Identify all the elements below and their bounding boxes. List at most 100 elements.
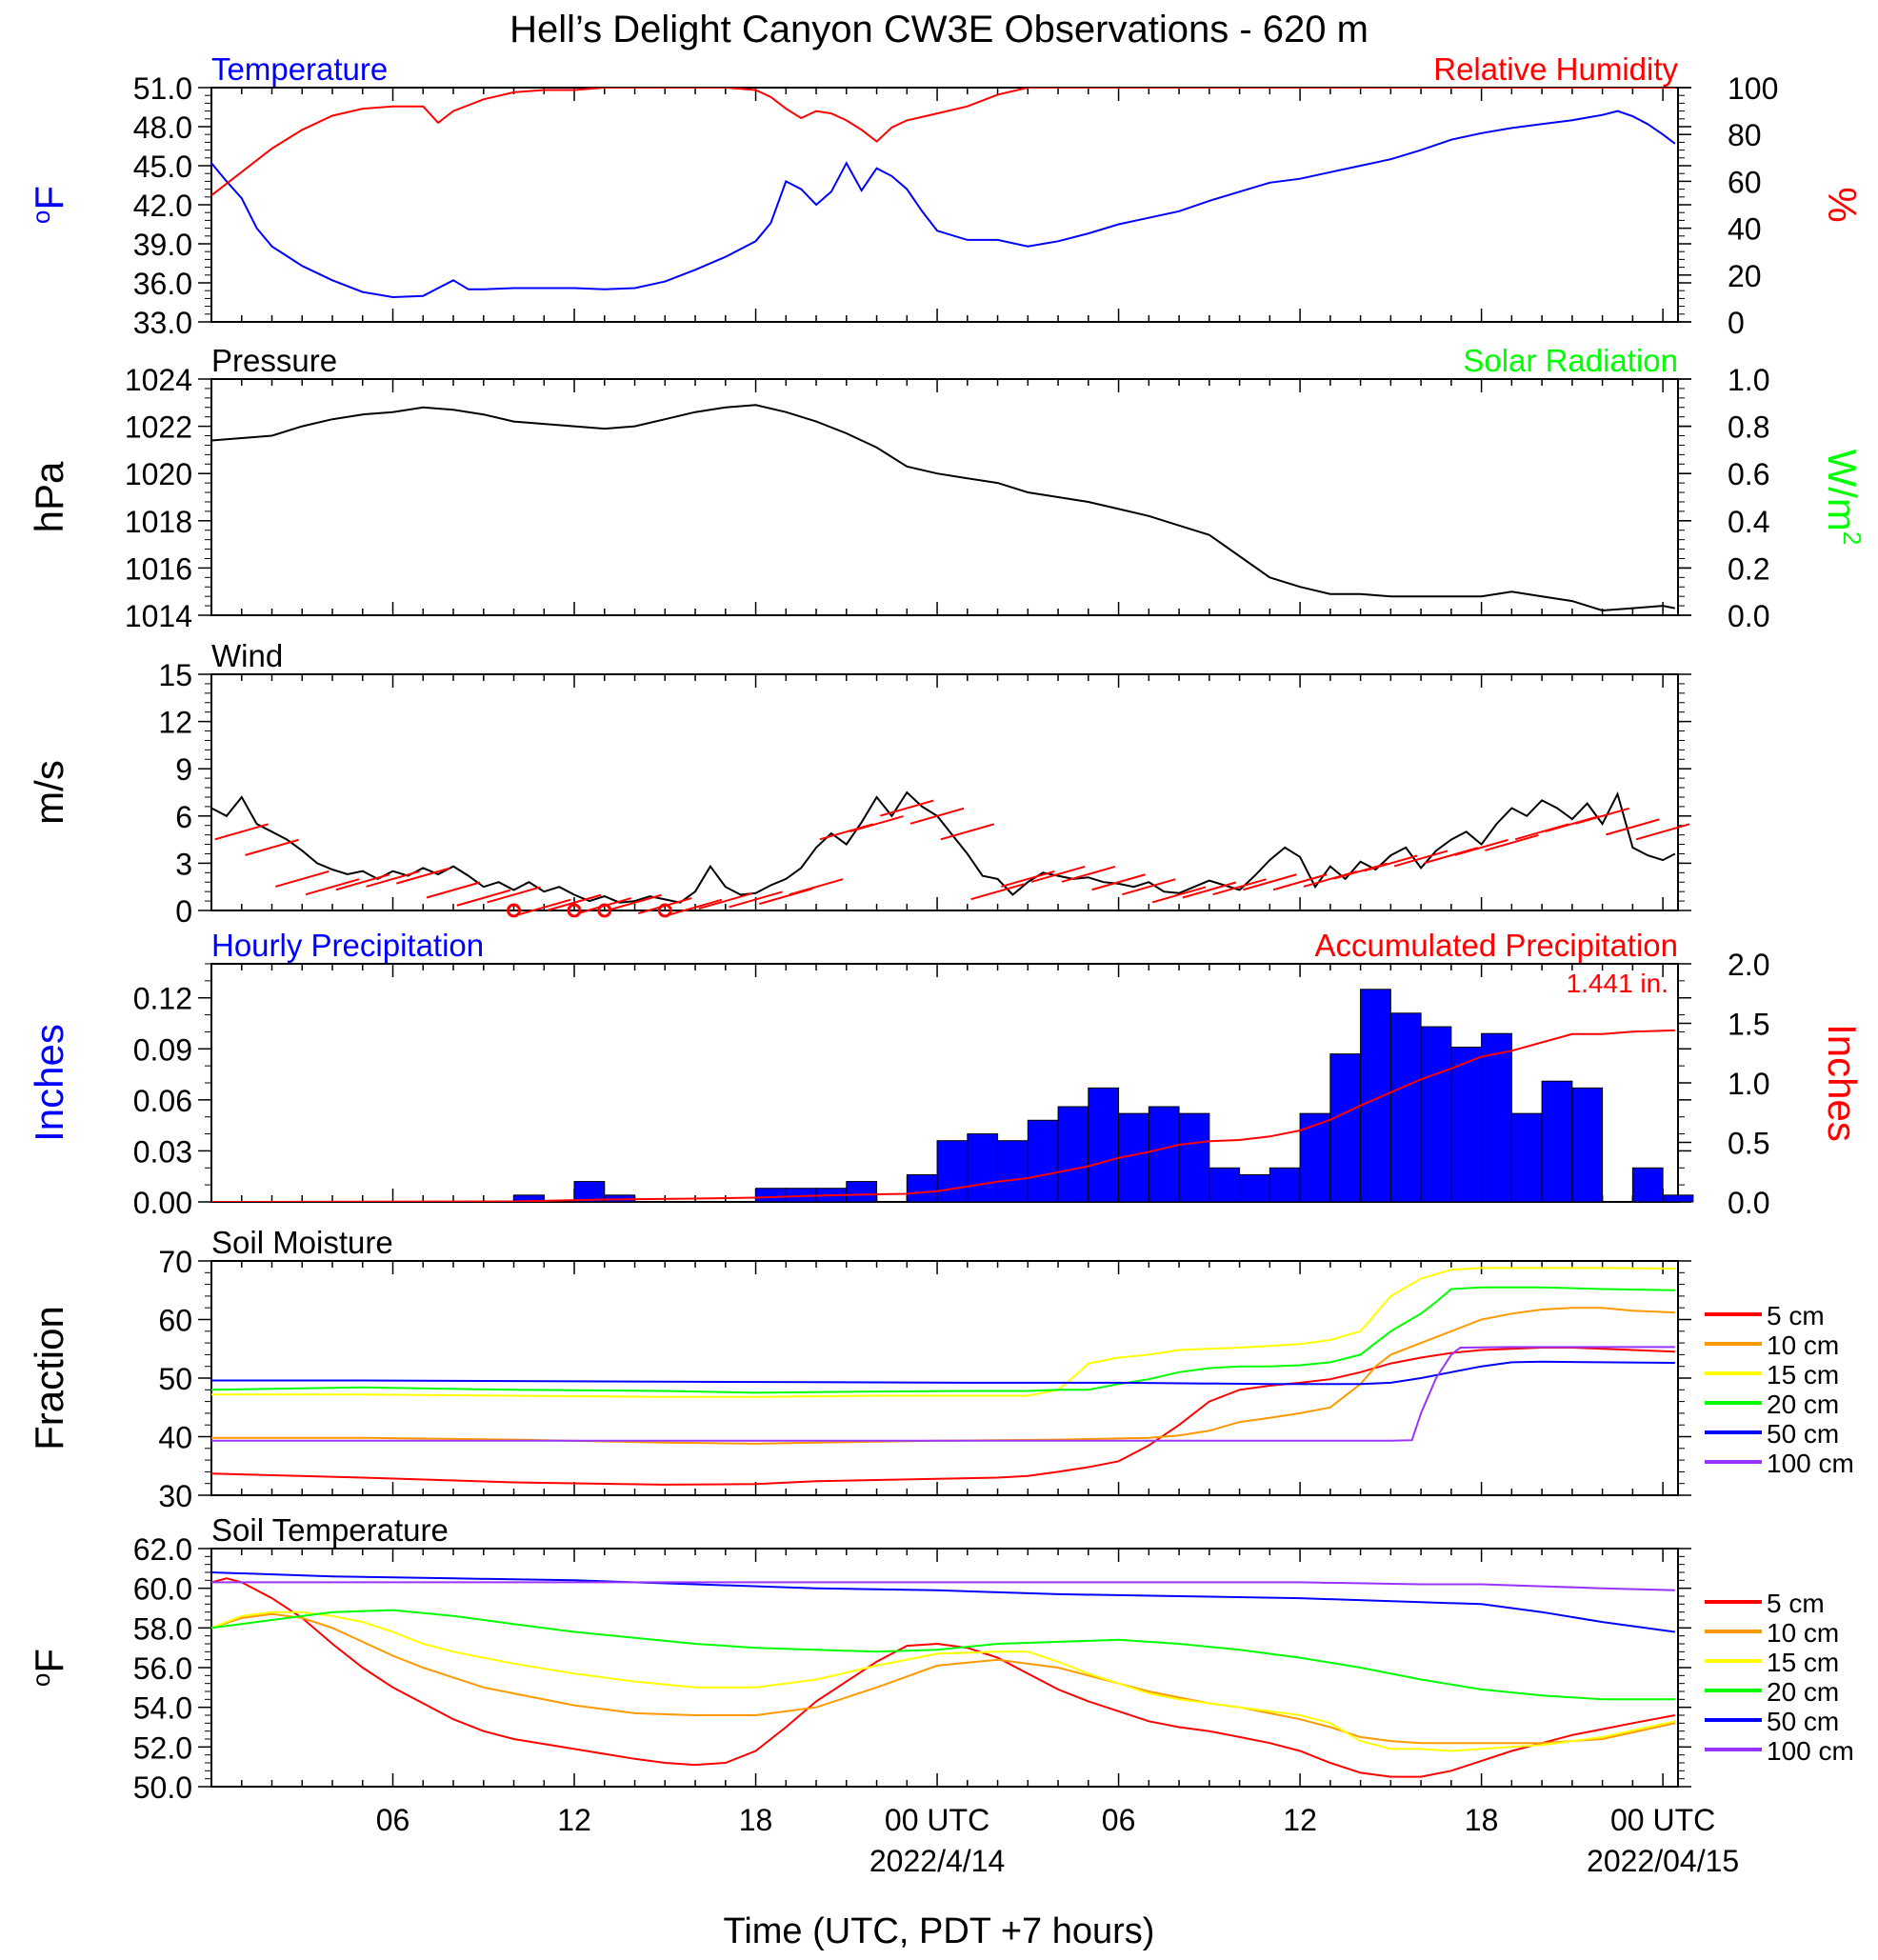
series-line-1 xyxy=(211,88,1675,196)
wind-barb xyxy=(335,873,390,891)
wind-barb xyxy=(1272,873,1328,891)
calm-circle xyxy=(597,903,612,918)
y-tick-label-right: 60 xyxy=(1728,165,1762,199)
legend-label: 100 cm xyxy=(1767,1449,1854,1478)
wind-barb xyxy=(1454,838,1508,856)
y-unit-left: m/s xyxy=(27,760,71,825)
wind-barb xyxy=(789,878,844,896)
x-axis-label: Time (UTC, PDT +7 hours) xyxy=(724,1911,1155,1951)
wind-barb xyxy=(426,881,481,899)
precip-bar xyxy=(1360,989,1391,1203)
y-tick-label-left: 30 xyxy=(158,1479,192,1513)
y-unit-right: Inches xyxy=(1820,1024,1865,1142)
y-unit-right: % xyxy=(1820,187,1865,222)
wind-barb xyxy=(1606,818,1660,836)
series-line-0 xyxy=(211,790,1676,904)
y-unit-left: oF xyxy=(27,1649,71,1687)
y-tick-label-left: 58.0 xyxy=(133,1611,192,1646)
plot-frame xyxy=(210,673,1679,911)
legend-label: 20 cm xyxy=(1767,1390,1839,1419)
wind-barb xyxy=(1091,873,1146,891)
y-tick-label-left: 1014 xyxy=(125,599,192,633)
precip-bar xyxy=(997,1140,1029,1203)
y-tick-label-right: 1.0 xyxy=(1728,363,1769,397)
wind-barb xyxy=(880,799,934,817)
precip-bar xyxy=(573,1181,606,1203)
precip-bar xyxy=(1481,1032,1512,1203)
wind-barb xyxy=(366,870,420,888)
plot-frame xyxy=(210,87,1679,323)
y-tick-label-left: 48.0 xyxy=(133,110,192,145)
precip-bar xyxy=(1389,1012,1422,1203)
wind-barb xyxy=(1030,866,1086,883)
series-line-100-cm xyxy=(211,1581,1675,1591)
wind-barb xyxy=(1243,873,1297,891)
y-tick-label-left: 1016 xyxy=(125,551,192,586)
wind-barb xyxy=(729,890,783,909)
y-unit-right: W/m2 xyxy=(1820,450,1867,546)
legend-label: 15 cm xyxy=(1767,1360,1839,1390)
y-tick-label-right: 0.0 xyxy=(1728,1186,1769,1220)
x-tick-label: 00 UTC xyxy=(885,1803,989,1837)
series-line-5-cm xyxy=(211,1347,1675,1486)
y-tick-label-right: 0.4 xyxy=(1728,505,1769,539)
legend-label: 15 cm xyxy=(1767,1648,1839,1677)
wind-barb xyxy=(1122,878,1176,896)
y-tick-label-right: 80 xyxy=(1728,118,1762,152)
series-line-15-cm xyxy=(211,1610,1676,1752)
legend-label: 10 cm xyxy=(1767,1618,1839,1648)
x-tick-label: 12 xyxy=(1283,1803,1317,1837)
wind-barb xyxy=(517,898,571,916)
panel-left-label: Wind xyxy=(211,638,283,673)
y-tick-label-right: 1.0 xyxy=(1728,1067,1769,1101)
y-tick-label-right: 0.5 xyxy=(1728,1127,1769,1161)
x-tick-label: 06 xyxy=(376,1803,410,1837)
precip-bar xyxy=(1571,1087,1604,1203)
panel-right-label: Accumulated Precipitation xyxy=(1314,928,1678,963)
y-tick-label-left: 0 xyxy=(175,894,192,929)
y-unit-left: Fraction xyxy=(27,1306,71,1450)
y-unit-left: oF xyxy=(27,186,71,224)
x-tick-label: 12 xyxy=(557,1803,591,1837)
series-line-15-cm xyxy=(211,1267,1675,1398)
panel-4: 0.00 0.03 0.06 0.09 0.12 0.0 0.5 1.0 1.5 2.0 Hourl… xyxy=(27,928,1865,1220)
legend-label: 50 cm xyxy=(1767,1707,1839,1736)
series-line-5-cm xyxy=(211,1577,1675,1778)
y-tick-label-left: 1020 xyxy=(125,457,192,491)
panel-right-label: Relative Humidity xyxy=(1433,51,1678,87)
panel-left-label: Hourly Precipitation xyxy=(211,928,484,963)
wind-barb xyxy=(487,886,541,904)
y-tick-label-left: 33.0 xyxy=(133,306,192,340)
y-tick-label-left: 56.0 xyxy=(133,1651,192,1686)
x-tick-label: 18 xyxy=(1465,1803,1499,1837)
precip-bar xyxy=(1269,1167,1301,1203)
wind-barb xyxy=(1364,854,1418,872)
precip-bar xyxy=(1329,1053,1362,1203)
precip-bar xyxy=(1631,1167,1664,1203)
y-tick-label-left: 70 xyxy=(158,1245,192,1279)
panel-left-label: Soil Moisture xyxy=(211,1225,393,1260)
precip-total-annotation: 1.441 in. xyxy=(1567,969,1668,998)
precip-bar xyxy=(1178,1112,1210,1203)
series-line-100-cm xyxy=(211,1346,1675,1442)
series-line-50-cm xyxy=(211,1360,1675,1386)
x-tick-label: 06 xyxy=(1102,1803,1136,1837)
y-tick-label-right: 0.8 xyxy=(1728,410,1769,445)
calm-circle xyxy=(507,903,522,918)
y-tick-label-left: 0.12 xyxy=(133,982,192,1016)
panel-left-label: Temperature xyxy=(211,51,388,87)
wind-barb xyxy=(1001,870,1055,888)
series-line-0 xyxy=(211,110,1676,299)
y-unit-left: Inches xyxy=(27,1024,71,1142)
y-tick-label-left: 1024 xyxy=(125,363,192,397)
y-tick-label-left: 15 xyxy=(158,658,192,692)
y-tick-label-left: 52.0 xyxy=(133,1730,192,1765)
y-tick-label-right: 0.6 xyxy=(1728,457,1769,491)
plot-frame xyxy=(210,1260,1679,1496)
wind-barb xyxy=(214,823,270,841)
panel-left-label: Soil Temperature xyxy=(211,1512,449,1548)
wind-barb xyxy=(608,893,662,911)
y-tick-label-left: 39.0 xyxy=(133,228,192,262)
chart-title: Hell’s Delight Canyon CW3E Observations … xyxy=(509,9,1369,50)
wind-barb xyxy=(1635,823,1690,841)
